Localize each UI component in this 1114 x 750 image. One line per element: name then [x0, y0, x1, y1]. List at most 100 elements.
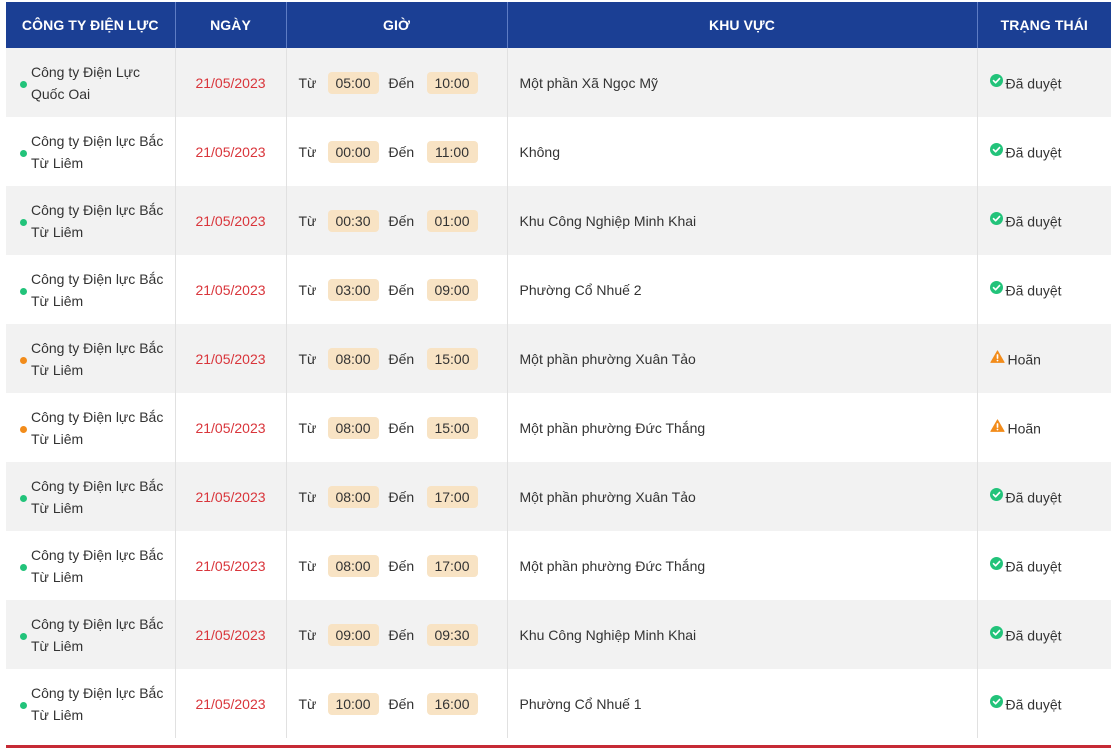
- warning-triangle-icon: [989, 350, 1005, 366]
- time-from-badge: 08:00: [327, 347, 379, 370]
- time-cell: Từ 10:00 Đến 16:00: [286, 669, 508, 738]
- date-cell: 21/05/2023: [175, 48, 287, 117]
- company-cell: Công ty Điện lực Bắc Từ Liêm: [6, 255, 176, 324]
- time-cell: Từ 08:00 Đến 15:00: [286, 324, 508, 393]
- date-cell: 21/05/2023: [175, 531, 287, 600]
- header-status: TRẠNG THÁI: [977, 2, 1111, 48]
- to-label: Đến: [388, 695, 415, 712]
- status-label: Đã duyệt: [1005, 282, 1062, 299]
- to-label: Đến: [388, 281, 415, 298]
- time-from-badge: 08:00: [327, 416, 379, 439]
- from-label: Từ: [298, 695, 317, 712]
- area-cell: Khu Công Nghiệp Minh Khai: [507, 600, 978, 669]
- company-cell: Công ty Điện lực Bắc Từ Liêm: [6, 186, 176, 255]
- time-to-badge: 01:00: [426, 209, 478, 232]
- status-cell: Hoãn: [977, 324, 1111, 393]
- status-cell: Đã duyệt: [977, 600, 1111, 669]
- header-date: NGÀY: [175, 2, 287, 48]
- status-cell: Hoãn: [977, 393, 1111, 462]
- company-name-line2: Từ Liêm: [31, 223, 84, 240]
- check-circle-icon: [989, 695, 1003, 711]
- time-to-badge: 09:30: [426, 623, 478, 646]
- area-cell: Một phần phường Đức Thắng: [507, 531, 978, 600]
- time-cell: Từ 05:00 Đến 10:00: [286, 48, 508, 117]
- company-cell: Công ty Điện lực Bắc Từ Liêm: [6, 117, 176, 186]
- from-label: Từ: [298, 626, 317, 643]
- time-from-badge: 09:00: [327, 623, 379, 646]
- from-label: Từ: [298, 350, 317, 367]
- header-area: KHU VỰC: [507, 2, 978, 48]
- time-to-badge: 10:00: [426, 71, 478, 94]
- date-cell: 21/05/2023: [175, 669, 287, 738]
- table-row: Công ty Điện lực Bắc Từ Liêm 21/05/2023 …: [6, 324, 1111, 393]
- time-to-badge: 15:00: [426, 416, 478, 439]
- header-time: GIỜ: [286, 2, 508, 48]
- company-name-line1: Công ty Điện lực Bắc: [31, 132, 164, 149]
- time-from-badge: 08:00: [327, 554, 379, 577]
- company-name-line1: Công ty Điện lực Bắc: [31, 615, 164, 632]
- status-label: Đã duyệt: [1005, 144, 1062, 161]
- area-cell: Phường Cổ Nhuế 1: [507, 669, 978, 738]
- warning-triangle-icon: [989, 419, 1005, 435]
- to-label: Đến: [388, 419, 415, 436]
- company-name-line2: Từ Liêm: [31, 568, 84, 585]
- area-cell: Một phần phường Xuân Tảo: [507, 324, 978, 393]
- table-header: CÔNG TY ĐIỆN LỰC NGÀY GIỜ KHU VỰC TRẠNG …: [6, 2, 1111, 48]
- area-cell: Khu Công Nghiệp Minh Khai: [507, 186, 978, 255]
- date-cell: 21/05/2023: [175, 393, 287, 462]
- to-label: Đến: [388, 557, 415, 574]
- status-label: Đã duyệt: [1005, 696, 1062, 713]
- status-label: Đã duyệt: [1005, 558, 1062, 575]
- from-label: Từ: [298, 557, 317, 574]
- status-cell: Đã duyệt: [977, 669, 1111, 738]
- check-circle-icon: [989, 212, 1003, 228]
- date-cell: 21/05/2023: [175, 255, 287, 324]
- time-cell: Từ 08:00 Đến 17:00: [286, 462, 508, 531]
- status-dot: [20, 218, 27, 226]
- status-cell: Đã duyệt: [977, 48, 1111, 117]
- status-dot: [20, 632, 27, 640]
- time-to-badge: 17:00: [426, 554, 478, 577]
- company-name-line1: Công ty Điện lực Bắc: [31, 201, 164, 218]
- check-circle-icon: [989, 143, 1003, 159]
- company-name-line1: Công ty Điện Lực: [31, 63, 140, 80]
- area-cell: Một phần Xã Ngọc Mỹ: [507, 48, 978, 117]
- from-label: Từ: [298, 143, 317, 160]
- time-to-badge: 09:00: [426, 278, 478, 301]
- time-to-badge: 17:00: [426, 485, 478, 508]
- date-cell: 21/05/2023: [175, 186, 287, 255]
- company-cell: Công ty Điện lực Bắc Từ Liêm: [6, 393, 176, 462]
- table-row: Công ty Điện Lực Quốc Oai 21/05/2023 Từ 0…: [6, 48, 1111, 117]
- company-name-line2: Từ Liêm: [31, 154, 84, 171]
- from-label: Từ: [298, 419, 317, 436]
- time-from-badge: 00:30: [327, 209, 379, 232]
- area-cell: Một phần phường Đức Thắng: [507, 393, 978, 462]
- company-name-line1: Công ty Điện lực Bắc: [31, 546, 164, 563]
- company-name-line1: Công ty Điện lực Bắc: [31, 339, 164, 356]
- company-name-line1: Công ty Điện lực Bắc: [31, 477, 164, 494]
- from-label: Từ: [298, 74, 317, 91]
- time-cell: Từ 00:30 Đến 01:00: [286, 186, 508, 255]
- time-cell: Từ 09:00 Đến 09:30: [286, 600, 508, 669]
- company-name-line2: Từ Liêm: [31, 499, 84, 516]
- status-dot: [20, 563, 27, 571]
- to-label: Đến: [388, 350, 415, 367]
- table-row: Công ty Điện lực Bắc Từ Liêm 21/05/2023 …: [6, 186, 1111, 255]
- company-cell: Công ty Điện lực Bắc Từ Liêm: [6, 531, 176, 600]
- from-label: Từ: [298, 488, 317, 505]
- status-cell: Đã duyệt: [977, 462, 1111, 531]
- company-name-line2: Từ Liêm: [31, 292, 84, 309]
- company-cell: Công ty Điện lực Bắc Từ Liêm: [6, 600, 176, 669]
- company-cell: Công ty Điện lực Bắc Từ Liêm: [6, 462, 176, 531]
- company-name-line2: Từ Liêm: [31, 706, 84, 723]
- from-label: Từ: [298, 212, 317, 229]
- date-cell: 21/05/2023: [175, 324, 287, 393]
- table-row: Công ty Điện lực Bắc Từ Liêm 21/05/2023 …: [6, 117, 1111, 186]
- status-dot: [20, 287, 27, 295]
- check-circle-icon: [989, 488, 1003, 504]
- time-cell: Từ 08:00 Đến 15:00: [286, 393, 508, 462]
- date-cell: 21/05/2023: [175, 600, 287, 669]
- time-from-badge: 03:00: [327, 278, 379, 301]
- status-label: Đã duyệt: [1005, 75, 1062, 92]
- check-circle-icon: [989, 626, 1003, 642]
